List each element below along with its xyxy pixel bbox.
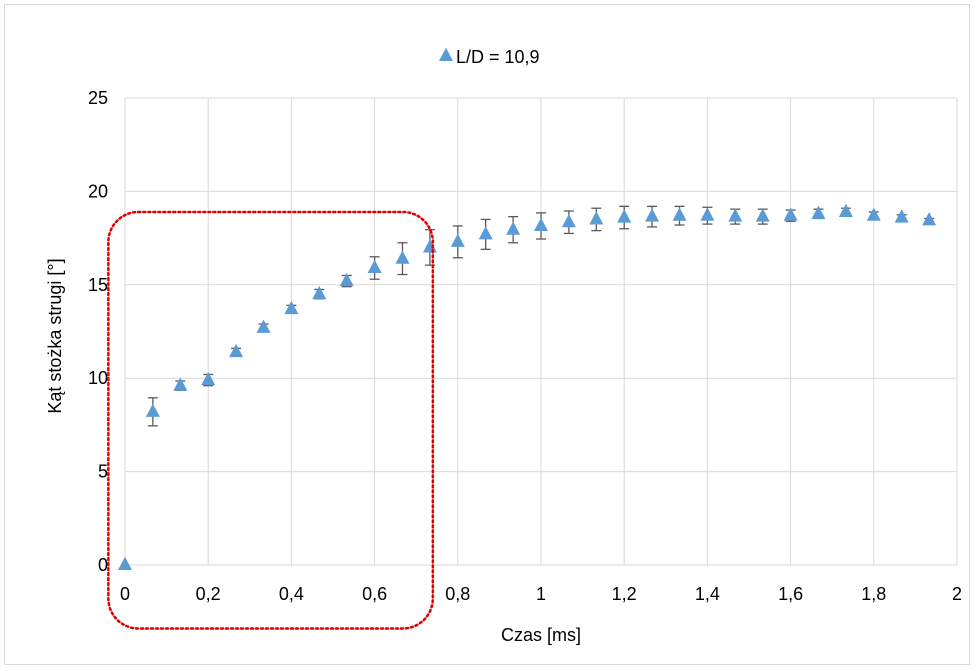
data-markers xyxy=(118,203,937,571)
gridlines xyxy=(124,97,958,566)
y-tick-label: 25 xyxy=(88,88,108,108)
data-point-triangle xyxy=(672,207,687,221)
data-point-triangle xyxy=(201,371,216,386)
chart-frame xyxy=(4,4,970,665)
y-tick-label: 15 xyxy=(88,275,108,295)
x-tick-label: 1,8 xyxy=(861,584,886,604)
data-point-triangle xyxy=(811,205,826,219)
y-tick-labels: 0 5 10 15 20 25 xyxy=(88,88,108,575)
x-tick-label: 0,4 xyxy=(279,584,304,604)
data-point-triangle xyxy=(339,272,354,287)
data-point-triangle xyxy=(478,226,493,240)
data-point-triangle xyxy=(755,208,770,222)
data-point-triangle xyxy=(422,239,437,253)
data-point-triangle xyxy=(866,207,881,221)
x-tick-label: 0,2 xyxy=(196,584,221,604)
y-tick-label: 5 xyxy=(98,462,108,482)
data-point-triangle xyxy=(145,403,160,417)
data-point-triangle xyxy=(589,211,604,225)
x-tick-label: 1 xyxy=(536,584,546,604)
y-tick-label: 0 xyxy=(98,555,108,575)
y-tick-label: 20 xyxy=(88,181,108,201)
y-tick-label: 10 xyxy=(88,368,108,388)
data-point-triangle xyxy=(284,300,299,315)
x-tick-label: 0 xyxy=(120,584,130,604)
data-point-triangle xyxy=(118,556,132,571)
legend-label: L/D = 10,9 xyxy=(456,47,540,67)
data-point-triangle xyxy=(838,203,853,218)
x-tick-label: 1,6 xyxy=(778,584,803,604)
data-point-triangle xyxy=(312,285,327,300)
data-point-triangle xyxy=(728,208,743,222)
legend-marker-triangle-icon xyxy=(439,47,453,62)
x-tick-label: 0,8 xyxy=(445,584,470,604)
highlight-region xyxy=(107,210,435,630)
data-point-triangle xyxy=(229,343,244,358)
data-point-triangle xyxy=(534,217,548,232)
y-axis-title: Kąt stożka strugi [°] xyxy=(45,258,65,413)
annotations xyxy=(107,210,435,630)
data-point-triangle xyxy=(256,319,271,333)
data-point-triangle xyxy=(561,213,576,228)
x-tick-label: 1,4 xyxy=(695,584,720,604)
x-tick-label: 2 xyxy=(952,584,962,604)
data-point-triangle xyxy=(922,212,937,226)
data-point-triangle xyxy=(617,209,632,223)
legend: L/D = 10,9 xyxy=(439,47,540,67)
data-point-triangle xyxy=(367,259,382,274)
x-tick-label: 0,6 xyxy=(362,584,387,604)
data-point-triangle xyxy=(783,207,798,221)
x-tick-labels: 0 0,2 0,4 0,6 0,8 1 1,2 1,4 1,6 1,8 2 xyxy=(120,584,962,604)
x-tick-label: 1,2 xyxy=(612,584,637,604)
data-point-triangle xyxy=(173,377,188,391)
data-point-triangle xyxy=(894,209,909,223)
data-point-triangle xyxy=(700,207,715,221)
data-point-triangle xyxy=(645,208,660,222)
x-axis-title: Czas [ms] xyxy=(501,625,581,645)
data-point-triangle xyxy=(395,250,410,264)
data-point-triangle xyxy=(450,233,465,247)
data-point-triangle xyxy=(506,221,521,235)
